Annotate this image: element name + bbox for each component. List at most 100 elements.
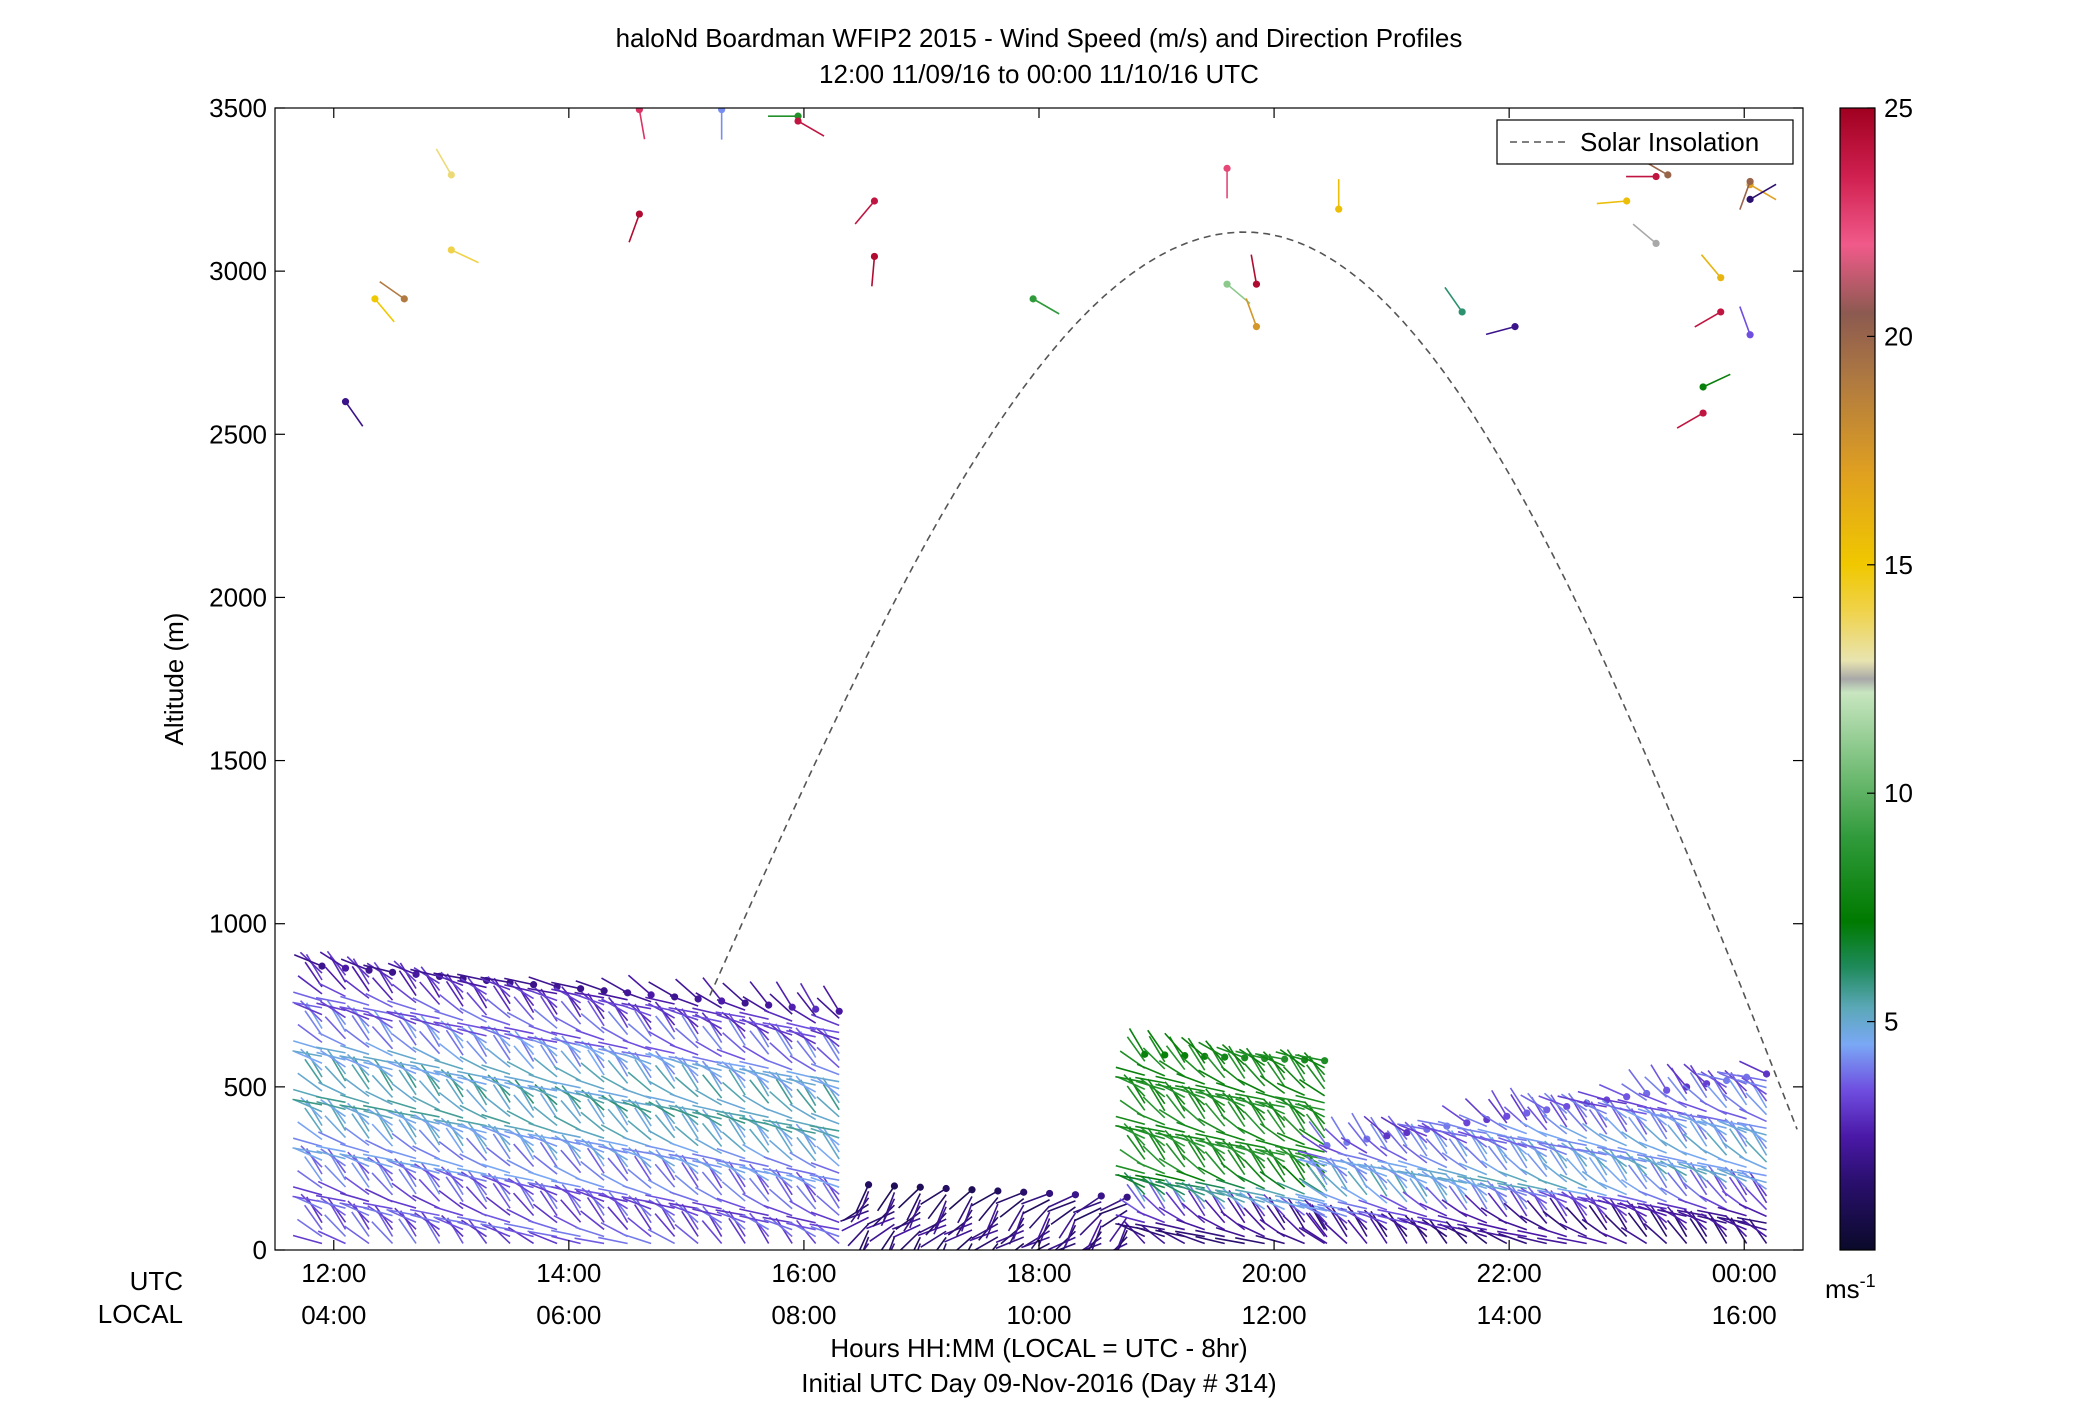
upper-barb [371, 295, 395, 323]
profile-barb [387, 1000, 417, 1011]
profile-barb [1275, 1100, 1305, 1111]
profile-barb [796, 1185, 817, 1210]
profile-barb [739, 1166, 769, 1175]
profile-barb [1255, 1053, 1289, 1063]
profile-barb [351, 1064, 370, 1090]
profile-barb [1636, 1153, 1667, 1161]
profile-barb [1215, 1082, 1245, 1093]
profile-barb [1397, 1207, 1428, 1218]
profile-barb [1301, 1134, 1328, 1153]
profile-barb [1115, 1214, 1145, 1224]
profile-barb [627, 974, 655, 999]
profile-barb [362, 1153, 393, 1161]
profile-barb [305, 1002, 323, 1029]
plot-area [292, 108, 1798, 1250]
profile-barb [363, 1158, 393, 1168]
profile-barb [371, 1025, 394, 1050]
profile-barb [1636, 1105, 1667, 1112]
profile-barb [456, 1216, 487, 1224]
profile-barb [533, 1154, 558, 1175]
profile-barb [533, 1106, 558, 1127]
profile-barb [457, 1221, 487, 1231]
profile-barb [324, 1065, 347, 1089]
profile-barb [1115, 1164, 1145, 1175]
profile-barb [387, 1099, 417, 1110]
upper-barb [341, 398, 364, 427]
profile-barb [575, 1078, 605, 1090]
profile-barb [346, 956, 370, 978]
profile-barb [1565, 1206, 1588, 1230]
profile-barb [1509, 1087, 1531, 1117]
profile-barb [622, 1053, 652, 1065]
profile-barb [1318, 1159, 1348, 1171]
profile-barb [1135, 1125, 1165, 1133]
profile-barb [1667, 1172, 1688, 1197]
profile-barb [1337, 1201, 1368, 1210]
profile-barb [1610, 1203, 1628, 1230]
profile-barb [645, 1144, 675, 1153]
chart-subtitle: 12:00 11/09/16 to 00:00 11/10/16 UTC [819, 59, 1259, 89]
profile-barb [622, 1101, 652, 1114]
profile-barb [695, 992, 723, 1009]
profile-barb [410, 1115, 440, 1125]
profile-barb [528, 1134, 558, 1148]
profile-barb [1014, 1242, 1025, 1250]
profile-barb [916, 1243, 922, 1250]
profile-barb [1099, 1193, 1131, 1212]
profile-barb [674, 1007, 699, 1028]
profile-barb [1035, 1242, 1050, 1250]
profile-barb [692, 1014, 722, 1023]
profile-barb [1627, 1164, 1648, 1190]
profile-barb [1503, 1182, 1528, 1203]
profile-barb [1237, 1175, 1266, 1190]
profile-barb [316, 1051, 346, 1061]
profile-barb [607, 1157, 629, 1182]
profile-barb [668, 1104, 699, 1112]
profile-barb [1165, 1191, 1186, 1217]
profile-barb [999, 1198, 1025, 1218]
profile-barb [1228, 1093, 1246, 1121]
profile-barb [1268, 1196, 1286, 1224]
profile-barb [434, 1059, 464, 1070]
profile-barb [1730, 1071, 1748, 1099]
profile-barb [363, 1110, 393, 1120]
profile-barb [1195, 1091, 1225, 1100]
profile-barb [927, 1194, 947, 1220]
upper-barb [435, 148, 455, 179]
profile-barb [1220, 1162, 1246, 1183]
profile-barb [527, 1036, 558, 1043]
profile-barb [1123, 1123, 1146, 1146]
profile-barb [810, 1162, 840, 1174]
profile-barb [315, 1194, 346, 1202]
profile-barb [1298, 1227, 1326, 1245]
profile-barb [1666, 1219, 1688, 1244]
profile-barb [506, 1060, 534, 1077]
profile-barb [809, 1124, 840, 1132]
profile-barb [1637, 1205, 1667, 1217]
profile-barb [669, 1106, 699, 1119]
profile-barb [1377, 1214, 1408, 1224]
profile-barb [554, 1184, 582, 1202]
profile-barb [481, 1027, 511, 1040]
profile-barb [1448, 1185, 1468, 1211]
profile-barb [446, 973, 464, 1000]
profile-barb [1660, 1091, 1688, 1109]
profile-barb [575, 980, 608, 995]
profile-barb [413, 1114, 440, 1132]
profile-barb [507, 1226, 535, 1245]
profile-barb [1279, 1147, 1306, 1167]
profile-barb [465, 1186, 488, 1210]
profile-barb [366, 962, 393, 980]
profile-barb [749, 1030, 770, 1055]
profile-barb [991, 1242, 999, 1250]
profile-barb [775, 1127, 793, 1154]
local-row-label: LOCAL [98, 1299, 183, 1329]
profile-barb [492, 1133, 511, 1160]
profile-barb [1421, 1170, 1448, 1189]
profile-barb [816, 1194, 840, 1216]
profile-barb [1176, 1135, 1205, 1148]
profile-barb [1477, 1136, 1507, 1144]
profile-barb [1220, 1210, 1246, 1231]
profile-barb [1237, 1126, 1266, 1142]
profile-barb [459, 1153, 487, 1169]
